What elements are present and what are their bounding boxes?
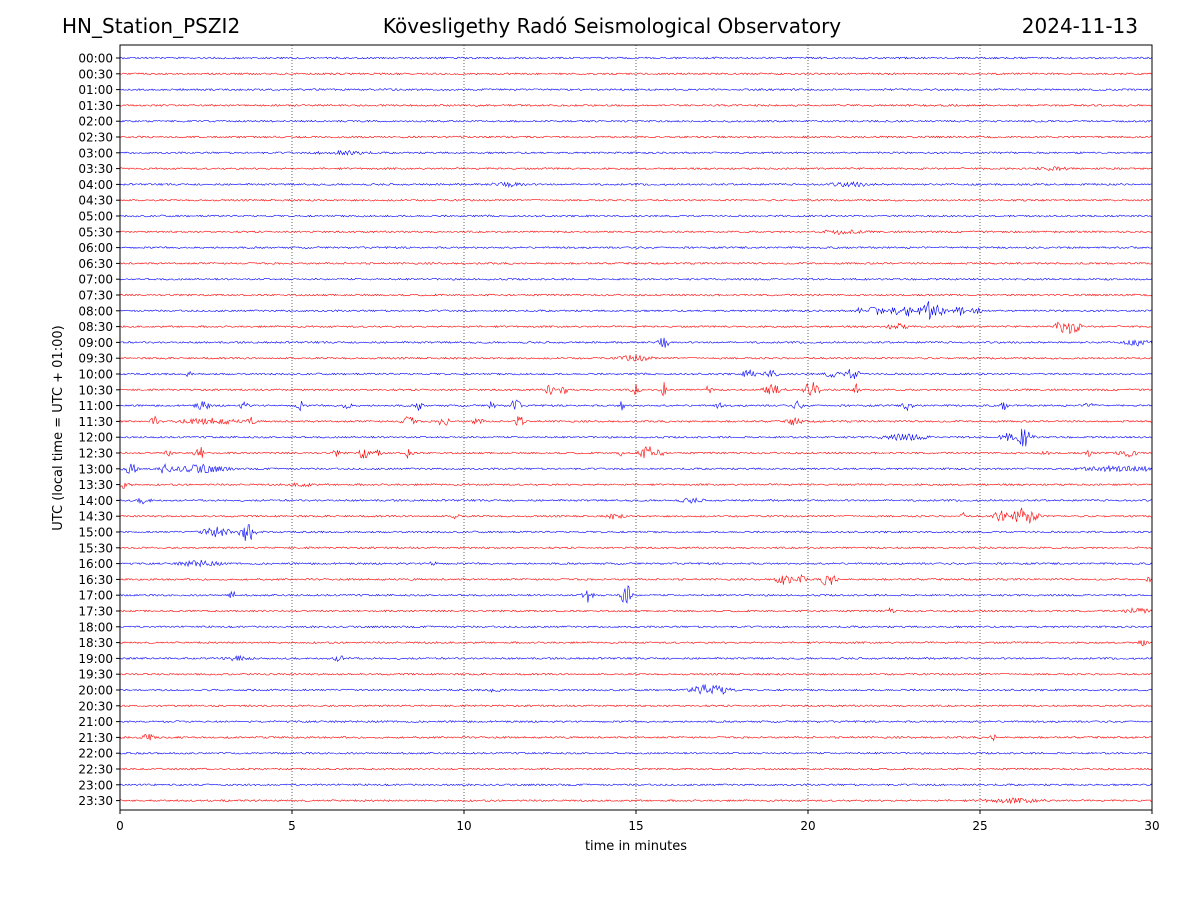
y-tick-label: 01:30 <box>78 99 113 113</box>
y-tick-label: 15:00 <box>78 526 113 540</box>
trace-line <box>119 428 1153 447</box>
y-tick-label: 09:30 <box>78 352 113 366</box>
trace-line <box>120 607 1153 615</box>
trace-line <box>119 369 1153 379</box>
trace-line <box>119 672 1153 676</box>
y-tick-label: 04:00 <box>78 178 113 192</box>
x-axis-label: time in minutes <box>585 839 687 854</box>
y-tick-label: 19:00 <box>78 652 113 666</box>
y-tick-label: 15:30 <box>78 541 113 555</box>
y-tick-label: 16:00 <box>78 557 113 571</box>
y-tick-label: 14:30 <box>78 510 113 524</box>
trace-line <box>119 497 1153 505</box>
page-title: Kövesligethy Radó Seismological Observat… <box>382 14 842 38</box>
trace-line <box>119 261 1153 265</box>
y-tick-label: 09:00 <box>78 336 113 350</box>
x-tick-label: 0 <box>116 819 124 833</box>
y-tick-label: 23:30 <box>78 794 113 808</box>
y-tick-label: 11:30 <box>78 415 113 429</box>
y-tick-label: 14:00 <box>78 494 113 508</box>
y-axis-label: UTC (local time = UTC + 01:00) <box>51 325 66 530</box>
y-tick-label: 08:00 <box>78 304 113 318</box>
y-tick-label: 03:30 <box>78 162 113 176</box>
y-tick-label: 22:00 <box>78 747 113 761</box>
x-tick-label: 20 <box>800 819 815 833</box>
y-tick-label: 18:30 <box>78 636 113 650</box>
trace-line <box>119 135 1152 139</box>
trace-line <box>119 198 1153 202</box>
y-tick-label: 17:30 <box>78 605 113 619</box>
y-tick-label: 20:00 <box>78 684 113 698</box>
y-tick-label: 23:00 <box>78 778 113 792</box>
trace-line <box>119 783 1153 787</box>
x-axis-ticks: 0 5 10 15 20 25 30 <box>116 810 1160 833</box>
trace-line <box>119 72 1153 76</box>
y-tick-label: 02:00 <box>78 115 113 129</box>
y-tick-label: 08:30 <box>78 320 113 334</box>
y-tick-label: 19:30 <box>78 668 113 682</box>
trace-line <box>119 446 1153 460</box>
x-tick-label: 5 <box>288 819 296 833</box>
y-tick-label: 06:30 <box>78 257 113 271</box>
station-label: HN_Station_PSZI2 <box>62 14 241 38</box>
y-tick-label: 21:30 <box>78 731 113 745</box>
x-tick-label: 15 <box>628 819 643 833</box>
trace-line <box>119 180 1153 188</box>
y-tick-label: 11:00 <box>78 399 113 413</box>
y-tick-label: 22:30 <box>78 763 113 777</box>
y-tick-label: 07:30 <box>78 289 113 303</box>
y-tick-label: 10:30 <box>78 383 113 397</box>
trace-line <box>119 797 1153 805</box>
x-tick-label: 25 <box>972 819 987 833</box>
y-tick-label: 21:00 <box>78 715 113 729</box>
y-tick-label: 01:00 <box>78 83 113 97</box>
y-tick-label: 13:30 <box>78 478 113 492</box>
trace-line <box>119 246 1153 250</box>
y-tick-label: 00:00 <box>78 52 113 66</box>
y-tick-label: 06:00 <box>78 241 113 255</box>
trace-line <box>119 559 1153 568</box>
x-tick-label: 30 <box>1144 819 1159 833</box>
y-tick-label: 12:30 <box>78 447 113 461</box>
y-tick-label: 05:30 <box>78 225 113 239</box>
y-tick-label: 20:30 <box>78 699 113 713</box>
y-tick-label: 05:00 <box>78 210 113 224</box>
y-tick-label: 04:30 <box>78 194 113 208</box>
y-tick-label: 18:00 <box>78 620 113 634</box>
y-tick-label: 07:00 <box>78 273 113 287</box>
y-tick-label: 16:30 <box>78 573 113 587</box>
y-tick-label: 03:00 <box>78 146 113 160</box>
y-tick-label: 02:30 <box>78 131 113 145</box>
y-tick-label: 17:00 <box>78 589 113 603</box>
y-tick-label: 13:00 <box>78 462 113 476</box>
date-label: 2024-11-13 <box>1021 14 1138 38</box>
x-tick-label: 10 <box>456 819 471 833</box>
y-tick-label: 10:00 <box>78 368 113 382</box>
trace-line <box>119 546 1153 550</box>
y-tick-label: 00:30 <box>78 67 113 81</box>
y-tick-label: 12:00 <box>78 431 113 445</box>
